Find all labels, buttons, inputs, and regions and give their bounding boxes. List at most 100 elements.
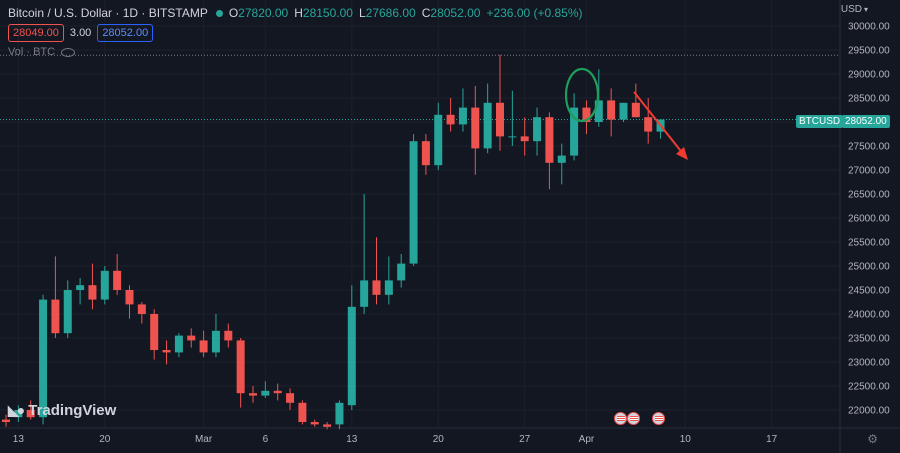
candle xyxy=(347,285,356,410)
candle xyxy=(446,98,455,132)
candle xyxy=(39,294,48,425)
x-tick-label: 6 xyxy=(263,434,269,445)
candle xyxy=(520,117,529,156)
candle-body xyxy=(496,102,504,137)
candle-body xyxy=(150,314,159,350)
symbol-price-tag: BTCUSD xyxy=(796,115,844,128)
price-axis[interactable]: 22000.00 22500.00 23000.00 23500.00 24000.00… xyxy=(848,22,890,417)
candle-body xyxy=(199,340,208,353)
candle xyxy=(261,381,270,398)
candle xyxy=(273,383,282,401)
candle-body xyxy=(384,280,393,295)
candle-body xyxy=(557,155,566,163)
x-tick-label: 17 xyxy=(766,434,778,445)
candle-body xyxy=(397,263,406,281)
candle xyxy=(557,143,566,185)
candle-body xyxy=(533,117,542,142)
y-tick-label: 22000.00 xyxy=(848,406,890,417)
candle xyxy=(76,278,85,305)
candle xyxy=(458,88,467,132)
candle xyxy=(199,330,208,358)
candle xyxy=(508,90,517,146)
time-axis[interactable]: 13 20 Mar 6 13 20 27 Apr 10 17 xyxy=(13,434,778,445)
annotation-arrow-head xyxy=(676,147,688,160)
candle-body xyxy=(76,285,85,290)
x-tick-label: 27 xyxy=(519,434,531,445)
y-tick-label: 22500.00 xyxy=(848,382,890,393)
tradingview-logo[interactable]: ◣● TradingView xyxy=(8,402,116,419)
y-tick-label: 23000.00 xyxy=(848,358,890,369)
candle xyxy=(607,88,616,137)
candle-body xyxy=(421,141,430,166)
candle xyxy=(496,54,504,151)
candle xyxy=(434,102,443,170)
candle-body xyxy=(594,100,603,122)
candle-body xyxy=(100,270,109,300)
candle-body xyxy=(261,390,270,396)
volume-legend: Vol · BTC xyxy=(8,46,76,58)
y-tick-label: 29500.00 xyxy=(848,46,890,57)
open-label: O xyxy=(228,6,239,20)
sell-button[interactable]: 28049.00 xyxy=(8,24,64,42)
candle-body xyxy=(286,393,295,403)
candle-body xyxy=(14,410,23,418)
candle-body xyxy=(26,410,35,418)
candle xyxy=(631,83,640,118)
flag-icon[interactable] xyxy=(652,412,665,425)
candle xyxy=(533,107,542,156)
x-tick-label: 20 xyxy=(99,434,111,445)
candle-body xyxy=(335,402,344,425)
candle-body xyxy=(211,330,220,353)
candle-body xyxy=(51,299,60,334)
open-value: 27820.00 xyxy=(238,6,289,20)
eye-icon[interactable] xyxy=(61,47,76,57)
candle-body xyxy=(113,270,122,290)
candle xyxy=(63,280,72,338)
candle-body xyxy=(520,136,529,142)
chevron-down-icon: ▾ xyxy=(863,5,868,14)
candle-body xyxy=(39,299,48,418)
candle xyxy=(570,93,579,161)
flag-icon[interactable] xyxy=(614,412,627,425)
candle xyxy=(249,386,257,403)
candle-body xyxy=(360,280,369,307)
low-value: 27686.00 xyxy=(365,6,416,20)
candle xyxy=(113,254,122,295)
candle xyxy=(162,340,171,365)
candle xyxy=(619,102,628,122)
flag-icon[interactable] xyxy=(627,412,640,425)
candle xyxy=(2,414,10,427)
candle-body xyxy=(631,102,640,118)
candle xyxy=(236,338,245,408)
candle-body xyxy=(88,285,97,300)
candle xyxy=(471,86,480,175)
buy-button[interactable]: 28052.00 xyxy=(97,24,154,42)
candle xyxy=(174,333,183,358)
candle xyxy=(26,400,35,420)
symbol-title[interactable]: Bitcoin / U.S. Dollar · 1D · BITSTAMP xyxy=(8,6,208,20)
change-value: +236.00 (+0.85%) xyxy=(486,6,583,20)
y-tick-label: 24000.00 xyxy=(848,310,890,321)
currency-selector[interactable]: USD ▾ xyxy=(841,4,868,15)
tradingview-logo-icon: ◣● xyxy=(8,402,25,418)
candle xyxy=(384,256,393,305)
last-price-tag: 28052.00 xyxy=(842,115,890,128)
y-tick-label: 26000.00 xyxy=(848,214,890,225)
order-panel: 28049.00 3.00 28052.00 xyxy=(8,24,154,42)
candle-body xyxy=(570,107,579,156)
candle xyxy=(150,309,159,360)
candle xyxy=(360,194,369,314)
legend-header: Bitcoin / U.S. Dollar · 1D · BITSTAMP O27… xyxy=(8,6,589,20)
candle xyxy=(14,405,23,422)
candle xyxy=(397,254,406,288)
gear-icon[interactable]: ⚙ xyxy=(867,432,878,446)
candle xyxy=(298,400,307,425)
candle-body xyxy=(508,136,517,138)
candle-body xyxy=(619,102,628,120)
spread-value: 3.00 xyxy=(69,27,92,39)
volume-label: Vol · BTC xyxy=(8,46,56,58)
candle-body xyxy=(372,280,381,295)
candle-body xyxy=(125,290,134,305)
